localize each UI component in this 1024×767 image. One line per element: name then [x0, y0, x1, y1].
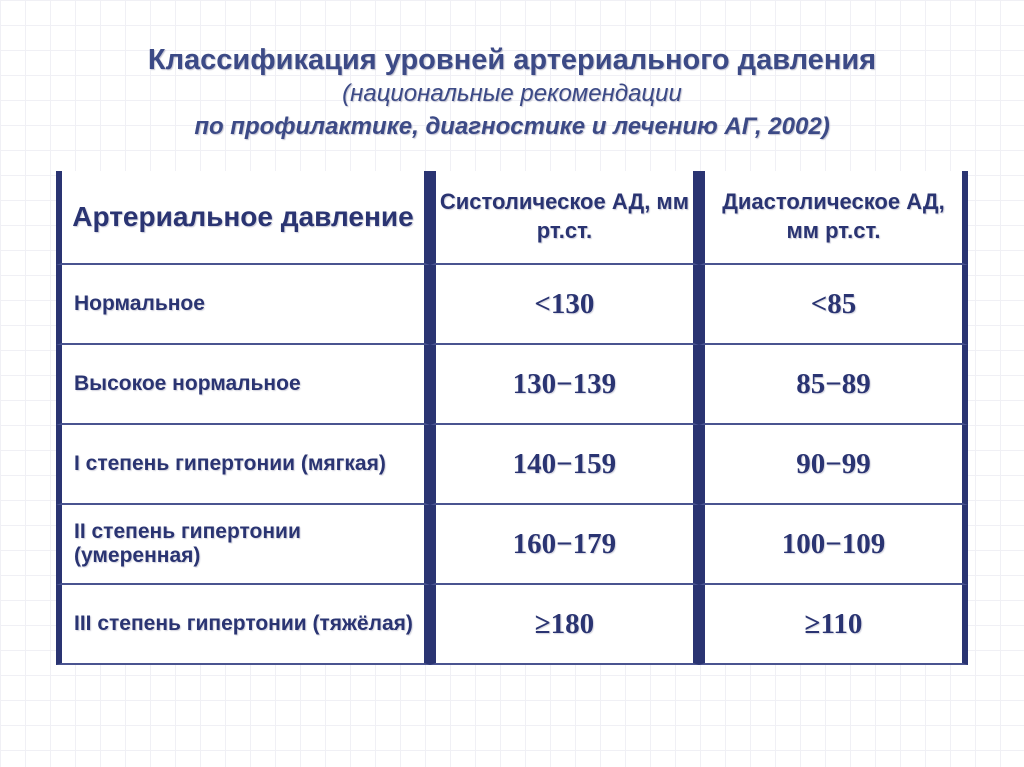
cell-systolic: 130−139	[430, 345, 699, 425]
table-row: III степень гипертонии (тяжёлая) ≥180 ≥1…	[56, 585, 968, 665]
title-main: Классификация уровней артериального давл…	[56, 42, 968, 78]
row-label: Нормальное	[56, 265, 430, 345]
title-block: Классификация уровней артериального давл…	[56, 42, 968, 143]
cell-systolic: 140−159	[430, 425, 699, 505]
cell-diastolic: ≥110	[699, 585, 968, 665]
table-header-row: Артериальное давление Систолическое АД, …	[56, 171, 968, 265]
cell-diastolic: 100−109	[699, 505, 968, 585]
title-sub-line2: (национальные рекомендации	[342, 80, 682, 107]
col-header-systolic: Систолическое АД, мм рт.ст.	[430, 171, 699, 265]
table-row: I степень гипертонии (мягкая) 140−159 90…	[56, 425, 968, 505]
col-header-diastolic: Диастолическое АД, мм рт.ст.	[699, 171, 968, 265]
cell-diastolic: <85	[699, 265, 968, 345]
cell-systolic: <130	[430, 265, 699, 345]
cell-systolic: ≥180	[430, 585, 699, 665]
table-row: II степень гипертонии (умеренная) 160−17…	[56, 505, 968, 585]
row-label: Высокое нормальное	[56, 345, 430, 425]
slide-container: Классификация уровней артериального давл…	[0, 0, 1024, 665]
row-label: I степень гипертонии (мягкая)	[56, 425, 430, 505]
row-label: III степень гипертонии (тяжёлая)	[56, 585, 430, 665]
cell-diastolic: 90−99	[699, 425, 968, 505]
cell-diastolic: 85−89	[699, 345, 968, 425]
row-label: II степень гипертонии (умеренная)	[56, 505, 430, 585]
table-row: Высокое нормальное 130−139 85−89	[56, 345, 968, 425]
col-header-category: Артериальное давление	[56, 171, 430, 265]
classification-table: Артериальное давление Систолическое АД, …	[56, 171, 968, 665]
cell-systolic: 160−179	[430, 505, 699, 585]
title-sub-line3: по профилактике, диагностике и лечению А…	[194, 113, 829, 140]
title-sub: (национальные рекомендации по профилакти…	[56, 78, 968, 143]
table-row: Нормальное <130 <85	[56, 265, 968, 345]
